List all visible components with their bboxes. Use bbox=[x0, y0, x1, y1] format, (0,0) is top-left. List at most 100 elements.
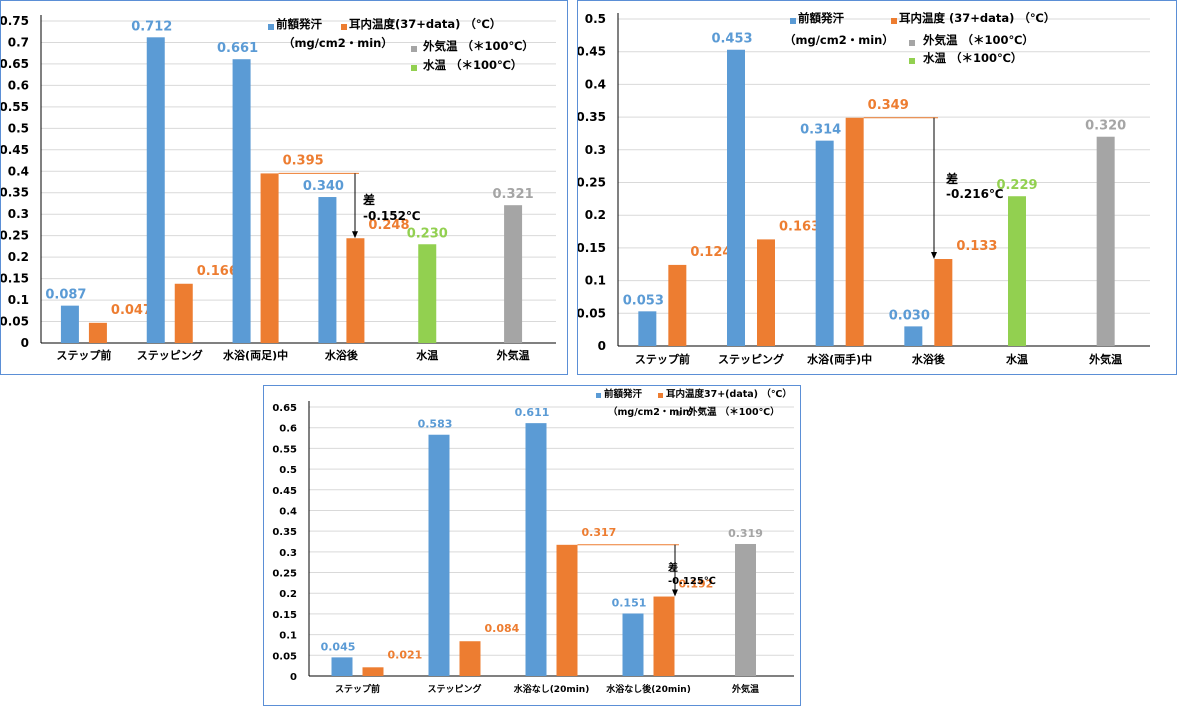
data-label: 0.319 bbox=[728, 527, 763, 540]
bar bbox=[904, 326, 923, 346]
y-tick-label: 0.35 bbox=[578, 110, 606, 124]
y-tick-label: 0.65 bbox=[1, 57, 29, 71]
x-category-label: ステップ前 bbox=[335, 683, 380, 695]
bar bbox=[504, 205, 523, 343]
bar bbox=[668, 264, 687, 346]
x-category-label: 水浴(両足)中 bbox=[223, 348, 288, 362]
bar bbox=[459, 641, 481, 676]
y-tick-label: 0.35 bbox=[272, 527, 297, 538]
bar bbox=[757, 239, 775, 346]
diff-arrow-head bbox=[931, 252, 937, 260]
legend-swatch bbox=[790, 18, 796, 24]
bar bbox=[331, 657, 353, 676]
data-label: 0.151 bbox=[612, 597, 647, 610]
y-tick-label: 0.05 bbox=[578, 306, 606, 320]
legend-label-temp: 耳内温度 (37+data) （℃） bbox=[899, 11, 1055, 25]
y-tick-label: 0.55 bbox=[1, 100, 29, 114]
y-tick-label: 0.45 bbox=[578, 45, 606, 59]
legend-unit-label: （mg/cm2・min） bbox=[608, 406, 699, 418]
data-label: 0.320 bbox=[1085, 119, 1126, 134]
bar bbox=[174, 283, 193, 343]
y-tick-label: 0.1 bbox=[8, 293, 29, 307]
legend-swatch bbox=[909, 40, 915, 46]
y-tick-label: 0.6 bbox=[279, 424, 297, 435]
y-tick-label: 0.65 bbox=[272, 403, 297, 414]
x-category-label: 外気温 bbox=[496, 348, 530, 362]
legend-unit-label: （mg/cm2・min） bbox=[784, 33, 894, 47]
data-label: 0.133 bbox=[956, 239, 997, 254]
bar bbox=[232, 59, 251, 344]
x-category-label: ステッピング bbox=[427, 683, 481, 695]
data-label: 0.349 bbox=[868, 98, 909, 113]
y-tick-label: 0.25 bbox=[578, 176, 606, 190]
data-label: 0.453 bbox=[711, 32, 752, 47]
bar bbox=[525, 423, 547, 676]
bar bbox=[418, 244, 437, 343]
y-tick-label: 0.4 bbox=[8, 164, 29, 178]
x-category-label: 水浴(両手)中 bbox=[807, 352, 872, 366]
diff-arrow-head bbox=[352, 231, 358, 239]
y-tick-label: 0.45 bbox=[272, 486, 297, 497]
bar bbox=[88, 322, 107, 343]
legend-swatch bbox=[268, 24, 274, 30]
y-tick-label: 0.1 bbox=[279, 631, 297, 642]
bar bbox=[146, 37, 165, 343]
y-tick-label: 0.5 bbox=[585, 12, 606, 26]
x-category-label: 外気温 bbox=[1088, 352, 1122, 366]
y-tick-label: 0.15 bbox=[272, 610, 297, 621]
y-tick-label: 0.15 bbox=[1, 272, 29, 286]
chart-panel-hand-bath: 0 0.05 0.1 0.15 0.2 0.25 0.3 0.35 0.4 0.45 0.5 ステップ… bbox=[577, 0, 1177, 375]
y-tick-label: 0.45 bbox=[1, 143, 29, 157]
data-label: 0.340 bbox=[303, 179, 344, 194]
bar bbox=[260, 173, 279, 343]
diff-label: 差 bbox=[945, 171, 958, 186]
legend-swatch bbox=[909, 58, 915, 64]
bar bbox=[428, 434, 450, 676]
bar bbox=[1096, 136, 1115, 346]
data-label: 0.395 bbox=[283, 153, 324, 168]
y-tick-label: 0.5 bbox=[8, 121, 29, 135]
diff-value-label: -0.216℃ bbox=[946, 187, 1003, 201]
data-label: 0.230 bbox=[407, 226, 448, 241]
data-label: 0.087 bbox=[45, 288, 86, 303]
y-tick-label: 0.25 bbox=[272, 569, 297, 580]
legend-label-temp: 耳内温度37+(data) （℃） bbox=[666, 388, 792, 400]
x-category-label: 水浴なし後(20min) bbox=[606, 683, 691, 695]
bar bbox=[362, 667, 384, 676]
y-tick-label: 0.2 bbox=[279, 589, 297, 600]
legend-swatch bbox=[341, 24, 347, 30]
x-category-label: 水浴後 bbox=[912, 352, 946, 366]
y-tick-label: 0.05 bbox=[1, 315, 29, 329]
y-tick-label: 0.3 bbox=[8, 207, 29, 221]
chart-panel-no-bath: 0 0.05 0.1 0.15 0.2 0.25 0.3 0.35 0.4 0.45 0.5 0.55… bbox=[263, 385, 801, 706]
x-category-label: ステップ前 bbox=[56, 348, 111, 362]
bar-chart-hand-bath: 0 0.05 0.1 0.15 0.2 0.25 0.3 0.35 0.4 0.45 0.5 ステップ… bbox=[578, 11, 1150, 366]
legend-swatch bbox=[676, 411, 681, 416]
legend-swatch bbox=[596, 393, 601, 398]
legend-label-water: 水温 （＊100℃） bbox=[923, 51, 1022, 65]
data-label: 0.030 bbox=[889, 308, 930, 323]
y-tick-label: 0.3 bbox=[279, 548, 297, 559]
data-label: 0.248 bbox=[368, 218, 409, 233]
data-label: 0.583 bbox=[418, 418, 453, 431]
bar bbox=[727, 49, 745, 346]
diff-value-label: -0.125℃ bbox=[668, 576, 716, 587]
bar-chart-foot-bath: 0 0.05 0.1 0.15 0.2 0.25 0.3 0.35 0.4 0.45 0.5 0.55… bbox=[1, 14, 556, 362]
x-category-label: 水温 bbox=[1006, 352, 1028, 366]
legend-unit-label: （mg/cm2・min） bbox=[283, 36, 393, 50]
y-tick-label: 0.15 bbox=[578, 241, 606, 255]
legend-swatch bbox=[891, 18, 897, 24]
bar bbox=[845, 117, 864, 346]
bar-chart-no-bath: 0 0.05 0.1 0.15 0.2 0.25 0.3 0.35 0.4 0.45 0.5 0.55… bbox=[272, 388, 794, 695]
y-tick-label: 0.4 bbox=[279, 506, 297, 517]
y-tick-label: 0.25 bbox=[1, 229, 29, 243]
x-category-label: ステッピング bbox=[137, 348, 203, 362]
x-category-label: 水浴なし(20min) bbox=[514, 683, 590, 695]
legend-label-sweat: 前額発汗 bbox=[276, 17, 322, 31]
data-label: 0.229 bbox=[996, 178, 1037, 193]
bar bbox=[735, 543, 756, 676]
bar bbox=[1008, 196, 1026, 346]
y-tick-label: 0.35 bbox=[1, 186, 29, 200]
y-tick-label: 0.55 bbox=[272, 444, 297, 455]
data-label: 0.021 bbox=[388, 648, 423, 661]
